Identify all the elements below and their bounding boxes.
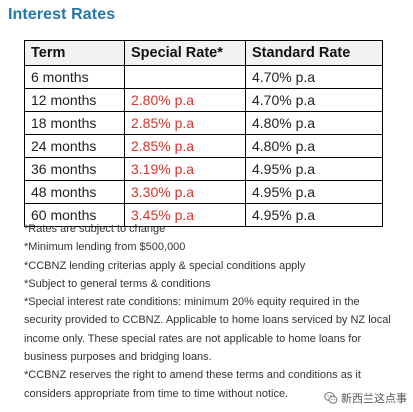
column-header-special-rate: Special Rate* <box>124 40 246 66</box>
table-row: 18 months 2.85% p.a 4.80% p.a <box>24 111 383 135</box>
column-header-term: Term <box>24 40 125 66</box>
special-rate-cell: 3.30% p.a <box>124 180 246 204</box>
special-rate-cell: 3.45% p.a <box>124 203 246 227</box>
table-header-row: Term Special Rate* Standard Rate <box>24 40 383 66</box>
term-cell: 24 months <box>24 134 125 158</box>
term-cell: 18 months <box>24 111 125 135</box>
table-row: 12 months 2.80% p.a 4.70% p.a <box>24 88 383 112</box>
table-row: 24 months 2.85% p.a 4.80% p.a <box>24 134 383 158</box>
footnote-amend-rights: *CCBNZ reserves the right to amend these… <box>24 369 361 400</box>
special-rate-cell: 2.80% p.a <box>124 88 246 112</box>
footnote-minimum-lending: *Minimum lending from $500,000 <box>24 241 186 254</box>
watermark-text: 新西兰这点事 <box>341 393 407 405</box>
special-rate-cell: 2.85% p.a <box>124 134 246 158</box>
standard-rate-cell: 4.70% p.a <box>245 88 383 112</box>
term-cell: 12 months <box>24 88 125 112</box>
term-cell: 6 months <box>24 65 125 89</box>
column-header-standard-rate: Standard Rate <box>245 40 383 66</box>
term-cell: 60 months <box>24 203 125 227</box>
standard-rate-cell: 4.95% p.a <box>245 203 383 227</box>
interest-rates-table: Term Special Rate* Standard Rate 6 month… <box>24 40 383 227</box>
table-row: 36 months 3.19% p.a 4.95% p.a <box>24 157 383 181</box>
term-cell: 48 months <box>24 180 125 204</box>
standard-rate-cell: 4.80% p.a <box>245 134 383 158</box>
wechat-icon <box>324 392 338 404</box>
footnote-special-conditions: *Special interest rate conditions: minim… <box>24 296 391 364</box>
footnotes: *Rates are subject to change *Minimum le… <box>24 220 396 403</box>
watermark: 新西兰这点事 <box>324 390 407 406</box>
standard-rate-cell: 4.70% p.a <box>245 65 383 89</box>
footnote-rates-change: *Rates are subject to change <box>24 223 166 235</box>
table-row: 6 months 4.70% p.a <box>24 65 383 89</box>
term-cell: 36 months <box>24 157 125 181</box>
standard-rate-cell: 4.95% p.a <box>245 157 383 181</box>
footnote-lending-criteria: *CCBNZ lending criterias apply & special… <box>24 259 306 272</box>
page-title: Interest Rates <box>8 6 116 23</box>
table-row: 48 months 3.30% p.a 4.95% p.a <box>24 180 383 204</box>
special-rate-cell: 3.19% p.a <box>124 157 246 181</box>
table-row: 60 months 3.45% p.a 4.95% p.a <box>24 203 383 227</box>
special-rate-cell <box>124 65 246 89</box>
standard-rate-cell: 4.80% p.a <box>245 111 383 135</box>
standard-rate-cell: 4.95% p.a <box>245 180 383 204</box>
special-rate-cell: 2.85% p.a <box>124 111 246 135</box>
footnote-general-terms: *Subject to general terms & conditions <box>24 277 211 290</box>
